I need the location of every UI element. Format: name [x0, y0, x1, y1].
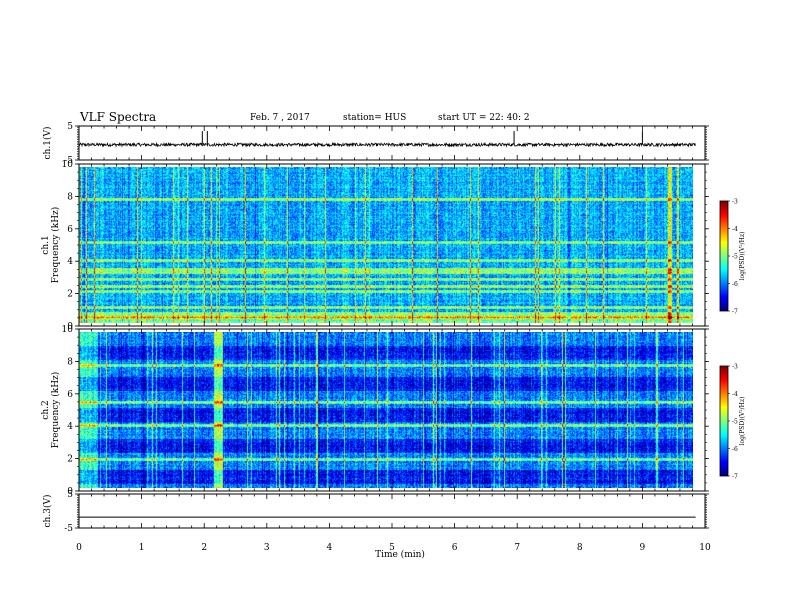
- y-tick-label: 10: [62, 325, 74, 335]
- colorbar-label-1: log(PSD)(V²/Hz): [739, 232, 746, 281]
- x-tick-label: 0: [76, 543, 82, 553]
- x-tick-label: 5: [389, 543, 395, 553]
- colorbar-frame-1: [719, 200, 729, 312]
- y-axis-label-3: Frequency (kHz): [50, 372, 61, 449]
- panel-frame-4: [78, 493, 706, 529]
- waveform-traces: [78, 131, 696, 518]
- date-label: Feb. 7 , 2017: [250, 113, 310, 123]
- y-tick-label: 8: [67, 192, 73, 202]
- start-time-label: start UT = 22: 40: 2: [438, 113, 530, 123]
- y-axis-label-2: Frequency (kHz): [50, 207, 61, 284]
- colorbar-frame-2: [719, 365, 729, 477]
- colorbar-tick-label: -3: [732, 199, 738, 206]
- colorbar-tick-label: -7: [732, 474, 738, 481]
- colorbar-tick-label: -5: [732, 419, 738, 426]
- ch1-waveform-line: [78, 141, 696, 148]
- y-tick-label: 6: [67, 390, 73, 400]
- colorbar-tick-label: -6: [732, 281, 738, 288]
- x-tick-label: 2: [201, 543, 207, 553]
- y-tick-label: -5: [64, 524, 73, 534]
- axis-ticks: [75, 125, 730, 529]
- x-tick-label: 1: [139, 543, 145, 553]
- colorbar-tick-label: -4: [732, 226, 738, 233]
- y-tick-label: -5: [64, 156, 73, 166]
- x-tick-label: 7: [514, 543, 520, 553]
- colorbar-tick-label: -5: [732, 254, 738, 261]
- y-axis-label-4: ch.3(V): [42, 495, 53, 528]
- colorbar-tick-label: -6: [732, 446, 738, 453]
- colorbar-ch2: [720, 366, 728, 476]
- station-label: station= HUS: [343, 113, 407, 123]
- y-tick-label: 8: [67, 357, 73, 367]
- colorbar-tick-label: -3: [732, 364, 738, 371]
- colorbar-ch1: [720, 201, 728, 311]
- chart-title: VLF Spectra: [80, 110, 157, 124]
- y-tick-label: 0: [67, 487, 73, 497]
- panel-frames: [78, 125, 729, 529]
- y-tick-label: 5: [67, 490, 73, 500]
- x-axis-label: Time (min): [375, 549, 425, 560]
- x-tick-label: 8: [577, 543, 583, 553]
- y-tick-label: 2: [67, 290, 73, 300]
- x-tick-label: 6: [452, 543, 458, 553]
- x-tick-label: 10: [699, 543, 711, 553]
- colorbar-tick-label: -7: [732, 309, 738, 316]
- x-tick-label: 4: [327, 543, 333, 553]
- spectrogram-ch2-image: [79, 332, 693, 488]
- panel-frame-2: [78, 163, 706, 327]
- x-tick-label: 3: [264, 543, 270, 553]
- y-tick-label: 6: [67, 225, 73, 235]
- panel-frame-1: [78, 125, 706, 161]
- panel-frame-3: [78, 328, 706, 492]
- y-axis-label-3: ch.2: [41, 400, 51, 419]
- spectrogram-ch1-image: [79, 167, 693, 323]
- y-tick-label: 10: [62, 160, 74, 170]
- y-tick-label: 4: [67, 422, 73, 432]
- x-tick-label: 9: [640, 543, 646, 553]
- y-tick-label: 5: [67, 122, 73, 132]
- y-tick-label: 4: [67, 257, 73, 267]
- y-axis-label-2: ch.1: [41, 235, 51, 254]
- y-axis-label-1: ch.1(V): [42, 127, 53, 160]
- y-tick-label: 2: [67, 455, 73, 465]
- colorbar-label-2: log(PSD)(V²/Hz): [739, 397, 746, 446]
- colorbar-tick-label: -4: [732, 391, 738, 398]
- y-tick-label: 0: [67, 322, 73, 332]
